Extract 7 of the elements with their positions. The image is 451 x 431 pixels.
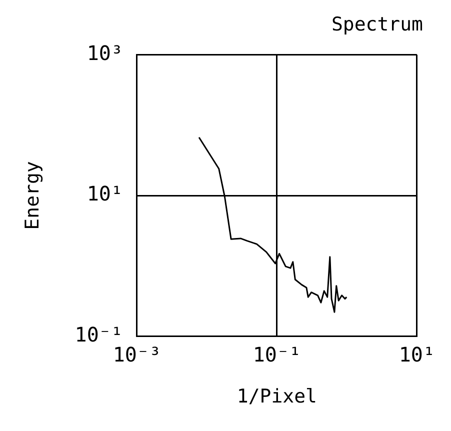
y-tick-label: 10³ (86, 41, 123, 66)
y-tick-label: 10¹ (86, 182, 123, 206)
x-axis-title: 1/Pixel (236, 386, 317, 408)
x-tick-label: 10¹ (398, 342, 435, 366)
chart-title: Spectrum (331, 13, 423, 36)
x-tick-label: 10⁻¹ (252, 342, 302, 366)
y-axis-title: Energy (21, 161, 44, 230)
